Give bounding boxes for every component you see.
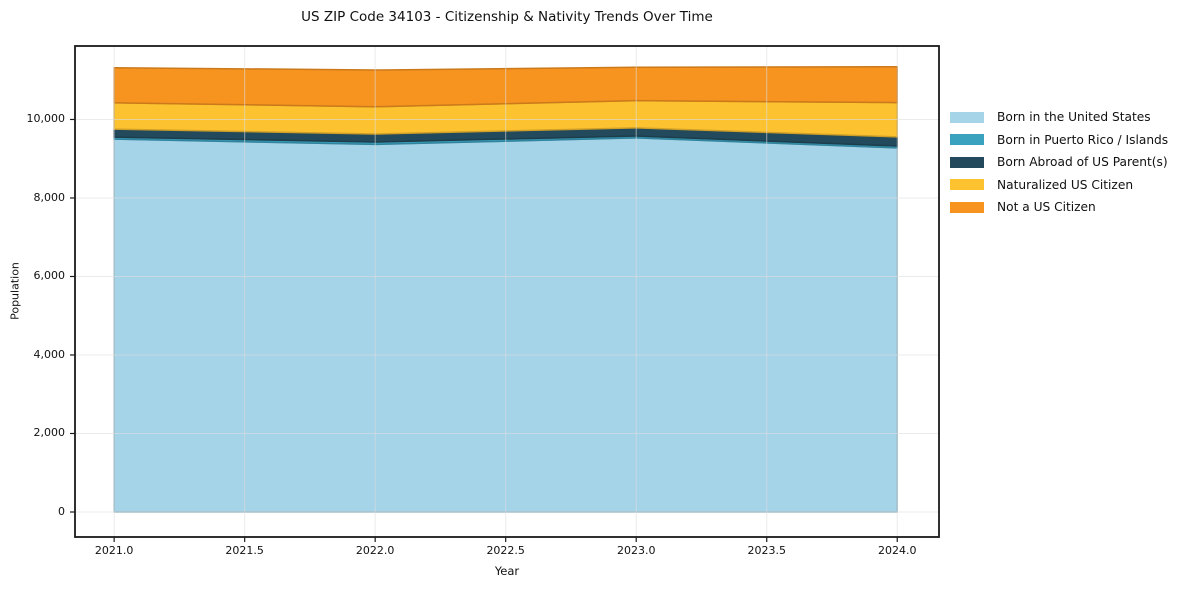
y-tick-label: 6,000 [33, 269, 66, 283]
legend: Born in the United States Born in Puerto … [950, 106, 1168, 219]
y-tick-label: 2,000 [33, 426, 66, 440]
legend-swatch [950, 156, 984, 168]
legend-swatch [950, 111, 984, 123]
legend-swatch [950, 201, 984, 213]
y-tick-label: 0 [58, 504, 65, 518]
legend-item-not-a-us-citizen: Not a US Citizen [950, 196, 1168, 219]
legend-label: Not a US Citizen [997, 200, 1096, 215]
x-tick-label: 2021.5 [225, 544, 264, 557]
x-tick-label: 2024.0 [877, 544, 917, 557]
legend-swatch [950, 179, 984, 191]
legend-label: Born Abroad of US Parent(s) [997, 155, 1168, 170]
x-axis-label: Year [494, 564, 520, 578]
x-tick-label: 2021.0 [94, 544, 134, 557]
chart-title: US ZIP Code 34103 - Citizenship & Nativi… [301, 9, 713, 25]
plot-border [74, 45, 940, 538]
x-tick-label: 2022.0 [355, 544, 395, 557]
legend-item-naturalized-us-citizen: Naturalized US Citizen [950, 174, 1168, 197]
legend-label: Born in Puerto Rico / Islands [997, 132, 1169, 147]
x-tick-label: 2023.5 [747, 544, 786, 557]
x-tick-label: 2022.5 [486, 544, 525, 557]
y-tick-label: 4,000 [33, 347, 66, 361]
legend-item-born-in-puerto-rico-islands: Born in Puerto Rico / Islands [950, 129, 1168, 152]
legend-item-born-in-the-united-states: Born in the United States [950, 106, 1168, 129]
y-tick-label: 10,000 [26, 112, 66, 126]
legend-item-born-abroad-of-us-parent-s: Born Abroad of US Parent(s) [950, 151, 1168, 174]
legend-label: Born in the United States [997, 110, 1151, 125]
y-tick-label: 8,000 [33, 190, 66, 204]
x-tick-label: 2023.0 [616, 544, 656, 557]
legend-label: Naturalized US Citizen [997, 177, 1134, 192]
legend-swatch [950, 134, 984, 146]
